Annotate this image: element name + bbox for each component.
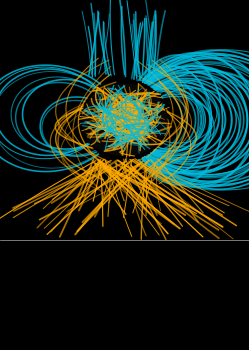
Polygon shape (82, 84, 167, 156)
Text: Figure 7: A mathematical model of Earth's magnetic field located in the Outer Co: Figure 7: A mathematical model of Earth'… (10, 244, 246, 289)
